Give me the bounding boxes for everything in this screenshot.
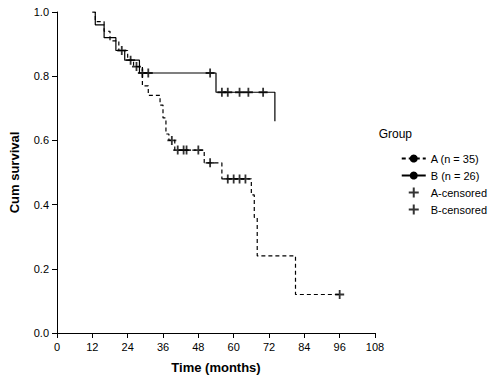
svg-text:0.2: 0.2: [34, 263, 49, 275]
svg-text:72: 72: [263, 341, 275, 353]
svg-text:48: 48: [192, 341, 204, 353]
svg-text:0.4: 0.4: [34, 199, 49, 211]
svg-text:24: 24: [122, 341, 134, 353]
svg-text:Group: Group: [379, 127, 413, 141]
svg-text:0: 0: [54, 341, 60, 353]
svg-text:Cum survival: Cum survival: [7, 132, 22, 214]
svg-text:B-censored: B-censored: [431, 204, 487, 216]
svg-text:0.0: 0.0: [34, 327, 49, 339]
svg-text:1.0: 1.0: [34, 6, 49, 18]
svg-text:60: 60: [228, 341, 240, 353]
svg-text:0.8: 0.8: [34, 70, 49, 82]
svg-text:Time (months): Time (months): [171, 360, 260, 375]
svg-text:A-censored: A-censored: [431, 187, 487, 199]
svg-text:12: 12: [86, 341, 98, 353]
svg-text:36: 36: [157, 341, 169, 353]
svg-text:96: 96: [334, 341, 346, 353]
svg-text:108: 108: [366, 341, 384, 353]
svg-text:B (n = 26): B (n = 26): [431, 170, 480, 182]
svg-text:0.6: 0.6: [34, 134, 49, 146]
svg-text:A (n = 35): A (n = 35): [431, 153, 479, 165]
svg-text:84: 84: [298, 341, 310, 353]
